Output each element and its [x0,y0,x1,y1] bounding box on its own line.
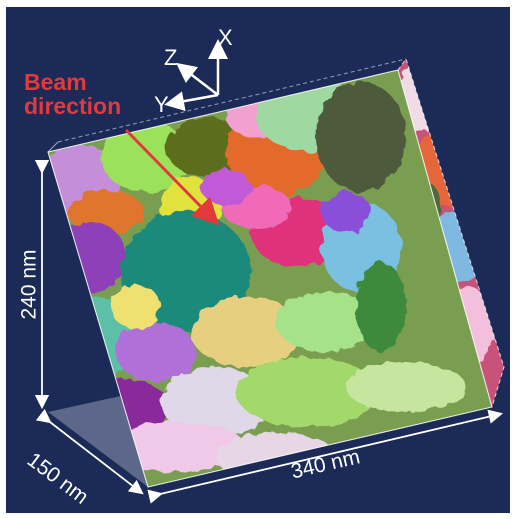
y-axis-arrow [164,91,219,112]
beam-label-line1: Beam [24,69,87,95]
figure-panel: Beam direction X Z Y 240 nm 150 nm 340 n… [6,7,510,513]
box-edges [47,57,505,488]
height-dimension-label: 240 nm [17,249,41,320]
x-axis-label: X [218,25,233,50]
grain-map-volume [34,39,505,504]
beam-direction-label: Beam direction [24,70,121,118]
beam-label-line2: direction [24,93,122,119]
z-axis-arrow [176,62,219,96]
coordinate-triad [164,39,228,112]
width-arrow [147,409,504,504]
dimension-arrows [34,159,504,504]
depth-arrow [35,408,144,495]
z-axis-label: Z [164,45,178,70]
y-axis-label: Y [154,92,169,117]
beam-arrow [124,128,220,226]
